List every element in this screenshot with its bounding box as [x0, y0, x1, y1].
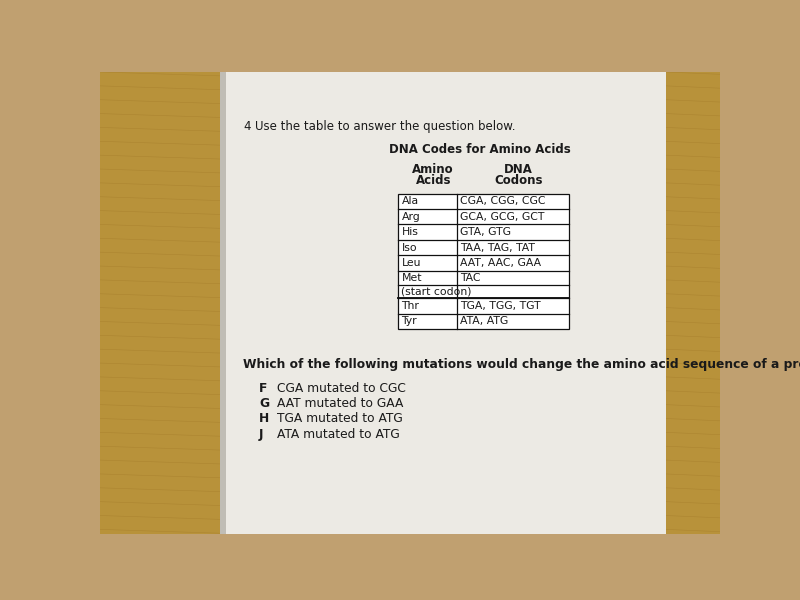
Text: Thr: Thr — [402, 301, 419, 311]
Text: Acids: Acids — [415, 175, 451, 187]
Text: GCA, GCG, GCT: GCA, GCG, GCT — [459, 212, 544, 222]
Text: CGA, CGG, CGC: CGA, CGG, CGC — [459, 196, 545, 206]
Text: F: F — [259, 382, 267, 395]
Text: G: G — [259, 397, 269, 410]
Text: TGA mutated to ATG: TGA mutated to ATG — [277, 412, 402, 425]
Text: AAT mutated to GAA: AAT mutated to GAA — [277, 397, 403, 410]
Text: His: His — [402, 227, 418, 237]
Text: Use the table to answer the question below.: Use the table to answer the question bel… — [255, 120, 515, 133]
Text: ATA, ATG: ATA, ATG — [459, 316, 508, 326]
Bar — [220, 72, 666, 534]
Text: Leu: Leu — [402, 258, 421, 268]
Bar — [666, 72, 720, 534]
Text: Codons: Codons — [494, 175, 542, 187]
Text: 4: 4 — [243, 120, 251, 133]
Text: Ala: Ala — [402, 196, 418, 206]
Bar — [100, 72, 220, 534]
Text: DNA: DNA — [504, 163, 533, 176]
Text: Met: Met — [402, 272, 422, 283]
Text: TAA, TAG, TAT: TAA, TAG, TAT — [459, 242, 534, 253]
Text: CGA mutated to CGC: CGA mutated to CGC — [277, 382, 406, 395]
Bar — [398, 194, 569, 329]
Text: DNA Codes for Amino Acids: DNA Codes for Amino Acids — [389, 143, 570, 156]
Text: H: H — [259, 412, 269, 425]
Bar — [220, 72, 226, 534]
Text: GTA, GTG: GTA, GTG — [459, 227, 510, 237]
Bar — [220, 72, 666, 534]
Text: AAT, AAC, GAA: AAT, AAC, GAA — [459, 258, 541, 268]
Text: Iso: Iso — [402, 242, 417, 253]
Text: Which of the following mutations would change the amino acid sequence of a prote: Which of the following mutations would c… — [243, 358, 800, 371]
Text: Amino: Amino — [413, 163, 454, 176]
Text: TGA, TGG, TGT: TGA, TGG, TGT — [459, 301, 540, 311]
Text: (start codon): (start codon) — [402, 286, 472, 296]
Text: J: J — [259, 428, 263, 441]
Text: ATA mutated to ATG: ATA mutated to ATG — [277, 428, 399, 441]
Text: TAC: TAC — [459, 272, 480, 283]
Text: Arg: Arg — [402, 212, 420, 222]
Text: Tyr: Tyr — [402, 316, 417, 326]
